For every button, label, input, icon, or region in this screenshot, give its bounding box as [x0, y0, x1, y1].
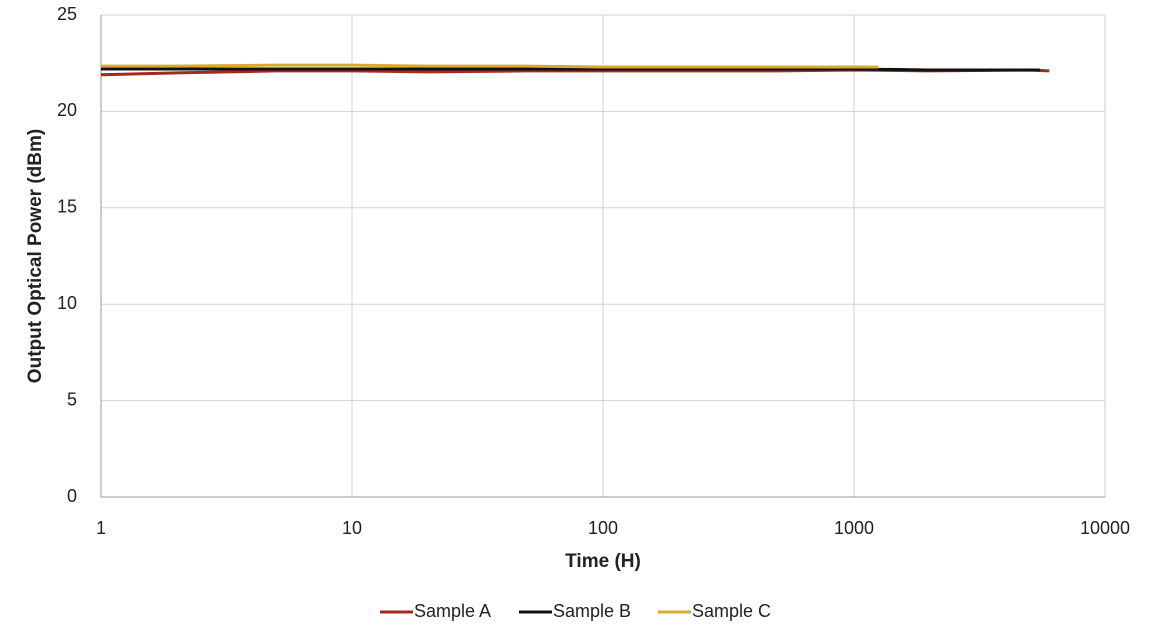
y-tick-label: 15 [57, 197, 77, 217]
x-tick-label: 10 [342, 518, 362, 538]
y-axis-title: Output Optical Power (dBm) [25, 129, 46, 383]
series-line [101, 67, 1040, 72]
x-axis-title: Time (H) [565, 551, 641, 572]
legend-label: Sample C [692, 601, 771, 621]
legend-label: Sample A [414, 601, 491, 621]
series-line [101, 63, 879, 69]
y-tick-label: 20 [57, 100, 77, 120]
y-tick-label: 25 [57, 4, 77, 24]
y-tick-label: 5 [67, 389, 77, 409]
y-tick-label: 0 [67, 486, 77, 506]
x-tick-label: 1 [96, 518, 106, 538]
x-tick-label: 10000 [1080, 518, 1130, 538]
legend-label: Sample B [553, 601, 631, 621]
x-tick-label: 100 [588, 518, 618, 538]
x-tick-label: 1000 [834, 518, 874, 538]
y-tick-label: 10 [57, 293, 77, 313]
